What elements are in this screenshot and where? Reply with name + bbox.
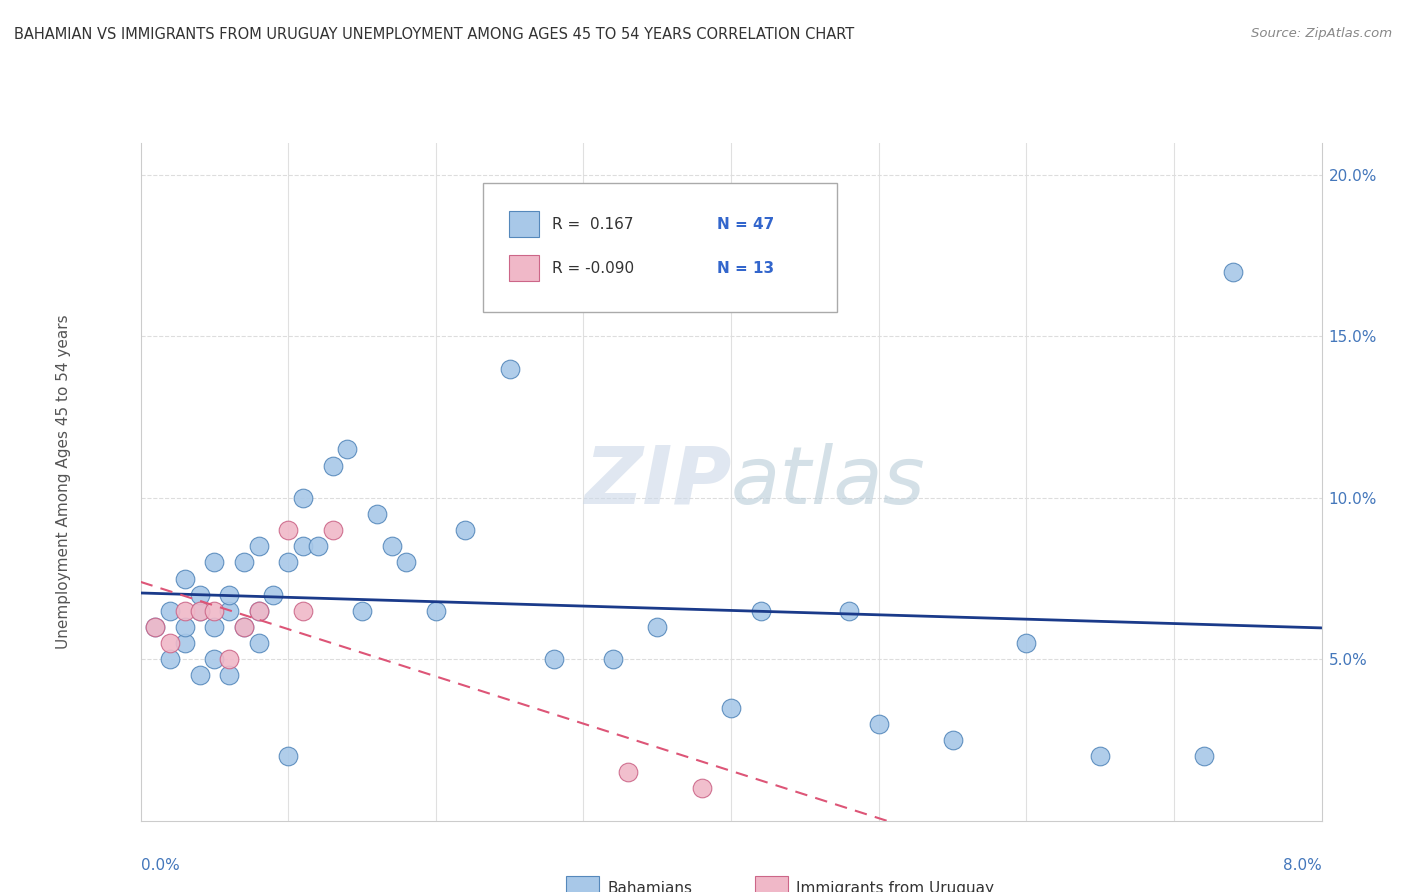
- Point: [499, 361, 522, 376]
- Text: 0.0%: 0.0%: [141, 858, 180, 873]
- Point: [218, 652, 240, 666]
- Bar: [509, 255, 538, 281]
- Text: BAHAMIAN VS IMMIGRANTS FROM URUGUAY UNEMPLOYMENT AMONG AGES 45 TO 54 YEARS CORRE: BAHAMIAN VS IMMIGRANTS FROM URUGUAY UNEM…: [14, 27, 855, 42]
- Point: [145, 620, 166, 634]
- Point: [292, 604, 315, 618]
- Point: [292, 491, 315, 505]
- Point: [218, 604, 240, 618]
- Point: [366, 507, 388, 521]
- Point: [174, 572, 197, 586]
- Point: [188, 604, 211, 618]
- Point: [336, 442, 359, 457]
- Point: [868, 716, 890, 731]
- Point: [233, 620, 256, 634]
- Point: [159, 636, 181, 650]
- Point: [218, 668, 240, 682]
- Point: [247, 604, 270, 618]
- Point: [247, 636, 270, 650]
- Point: [352, 604, 374, 618]
- Point: [188, 668, 211, 682]
- Point: [233, 555, 256, 569]
- Text: Immigrants from Uruguay: Immigrants from Uruguay: [796, 881, 994, 892]
- Point: [395, 555, 418, 569]
- Text: Source: ZipAtlas.com: Source: ZipAtlas.com: [1251, 27, 1392, 40]
- Point: [602, 652, 624, 666]
- Point: [838, 604, 860, 618]
- Point: [277, 749, 299, 764]
- FancyBboxPatch shape: [484, 184, 838, 312]
- Point: [277, 523, 299, 537]
- Point: [233, 620, 256, 634]
- Point: [647, 620, 669, 634]
- Text: N = 47: N = 47: [717, 217, 775, 232]
- Point: [425, 604, 447, 618]
- Text: R =  0.167: R = 0.167: [551, 217, 633, 232]
- Bar: [755, 876, 787, 892]
- Point: [380, 539, 404, 553]
- Point: [1088, 749, 1111, 764]
- Point: [202, 604, 225, 618]
- Point: [1222, 265, 1244, 279]
- Text: N = 13: N = 13: [717, 260, 775, 276]
- Point: [247, 604, 270, 618]
- Bar: [509, 211, 538, 237]
- Text: Unemployment Among Ages 45 to 54 years: Unemployment Among Ages 45 to 54 years: [56, 314, 72, 649]
- Point: [720, 700, 742, 714]
- Point: [202, 620, 225, 634]
- Point: [942, 733, 965, 747]
- Point: [292, 539, 315, 553]
- Text: atlas: atlas: [731, 442, 927, 521]
- Point: [321, 523, 344, 537]
- Point: [543, 652, 565, 666]
- Point: [174, 604, 197, 618]
- Point: [188, 588, 211, 602]
- Text: 8.0%: 8.0%: [1282, 858, 1322, 873]
- Point: [174, 636, 197, 650]
- Point: [218, 588, 240, 602]
- Point: [159, 652, 181, 666]
- Point: [202, 652, 225, 666]
- Point: [145, 620, 166, 634]
- Point: [616, 765, 638, 780]
- Point: [247, 539, 270, 553]
- Point: [277, 555, 299, 569]
- Point: [202, 555, 225, 569]
- Point: [1192, 749, 1215, 764]
- Point: [321, 458, 344, 473]
- Point: [174, 620, 197, 634]
- Point: [1015, 636, 1038, 650]
- Text: R = -0.090: R = -0.090: [551, 260, 634, 276]
- Point: [159, 604, 181, 618]
- Point: [262, 588, 284, 602]
- Point: [188, 604, 211, 618]
- Point: [690, 781, 713, 796]
- Point: [454, 523, 477, 537]
- Point: [749, 604, 772, 618]
- Point: [307, 539, 329, 553]
- Text: ZIP: ZIP: [583, 442, 731, 521]
- Bar: [565, 876, 599, 892]
- Text: Bahamians: Bahamians: [607, 881, 692, 892]
